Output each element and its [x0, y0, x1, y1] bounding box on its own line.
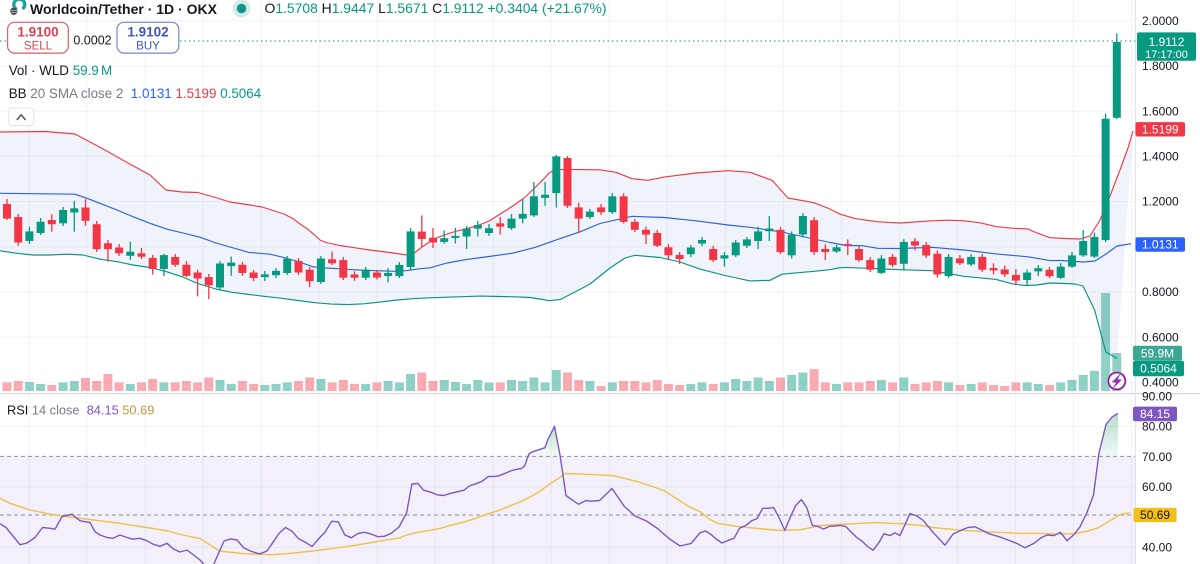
- svg-text:59.9M: 59.9M: [1141, 346, 1174, 360]
- svg-text:1.2000: 1.2000: [1142, 195, 1179, 209]
- svg-text:90.00: 90.00: [1142, 390, 1172, 404]
- svg-text:1.5199: 1.5199: [1142, 123, 1179, 137]
- svg-text:1.9100: 1.9100: [17, 25, 58, 40]
- svg-text:Worldcoin/Tether · 1D · OKX: Worldcoin/Tether · 1D · OKX: [30, 1, 218, 17]
- svg-text:17:17:00: 17:17:00: [1145, 49, 1188, 61]
- svg-text:1.9112: 1.9112: [1149, 35, 1185, 49]
- svg-text:BB 20 SMA close 2 1.0131 1.51: BB 20 SMA close 2 1.0131 1.5199 0.5064: [9, 86, 262, 101]
- svg-text:80.00: 80.00: [1142, 420, 1172, 434]
- svg-text:BUY: BUY: [136, 41, 160, 53]
- svg-text:84.15: 84.15: [1140, 407, 1170, 421]
- svg-text:1.9102: 1.9102: [127, 25, 168, 40]
- svg-text:2.0000: 2.0000: [1142, 14, 1179, 28]
- svg-text:RSI 14 close 84.15 50.69: RSI 14 close 84.15 50.69: [7, 403, 154, 418]
- svg-text:40.00: 40.00: [1142, 541, 1172, 555]
- svg-text:60.00: 60.00: [1142, 480, 1172, 494]
- svg-text:1.0131: 1.0131: [1142, 238, 1179, 252]
- svg-text:0.4000: 0.4000: [1142, 375, 1179, 389]
- svg-text:Vol · WLD 59.9 M: Vol · WLD 59.9 M: [9, 63, 112, 78]
- svg-text:O1.5708 H1.9447 L1.5671 C1.911: O1.5708 H1.9447 L1.5671 C1.9112 +0.3404 …: [265, 0, 607, 16]
- svg-text:1.6000: 1.6000: [1142, 104, 1179, 118]
- svg-text:70.00: 70.00: [1142, 450, 1172, 464]
- svg-text:0.8000: 0.8000: [1142, 285, 1179, 299]
- svg-text:SELL: SELL: [24, 41, 53, 53]
- svg-text:1.8000: 1.8000: [1142, 59, 1179, 73]
- svg-text:0.5064: 0.5064: [1140, 362, 1177, 376]
- svg-text:50.69: 50.69: [1140, 508, 1170, 522]
- svg-text:0.6000: 0.6000: [1142, 330, 1179, 344]
- svg-text:1.4000: 1.4000: [1142, 150, 1179, 164]
- svg-text:0.0002: 0.0002: [73, 34, 111, 48]
